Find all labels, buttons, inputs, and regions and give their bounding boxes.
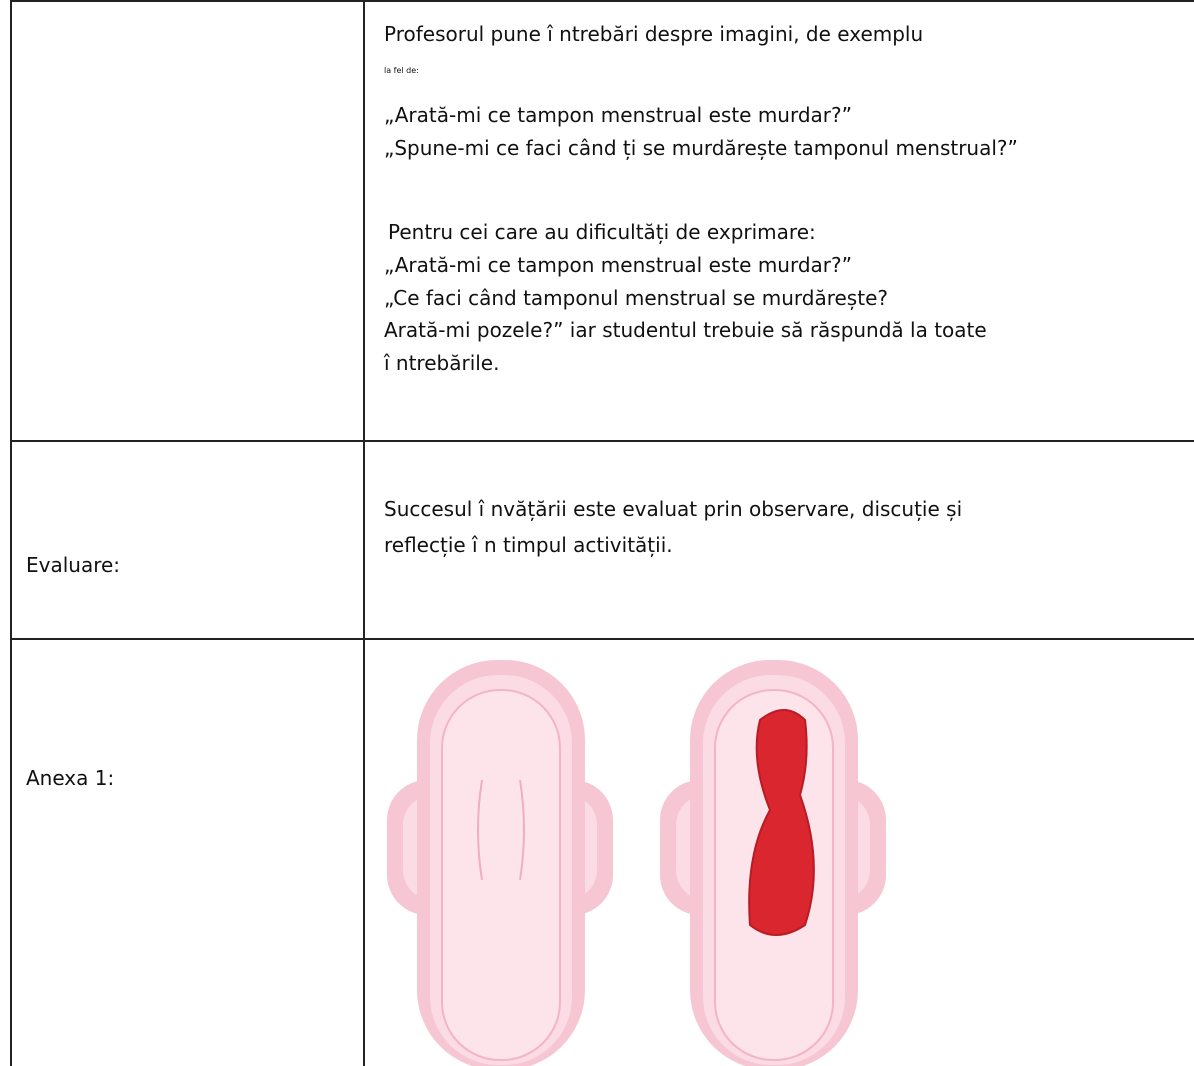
cell-text: Succesul î nvățării este evaluat prin ob… — [384, 497, 963, 521]
cell-text: Profesorul pune î ntrebări despre imagin… — [384, 22, 924, 46]
row-label: Evaluare: — [26, 553, 121, 577]
clean-pad — [387, 660, 613, 1066]
row-label: Anexa 1: — [26, 766, 115, 790]
note-text: la fel de: — [384, 66, 419, 75]
cell-text: Pentru cei care au dificultăți de exprim… — [388, 220, 816, 244]
table-border — [10, 0, 1194, 2]
cell-text: î ntrebările. — [384, 351, 500, 375]
table-border — [10, 0, 12, 1066]
stained-pad — [660, 660, 886, 1066]
cell-text: reflecție î n timpul activității. — [384, 533, 673, 557]
cell-text: „Arată-mi ce tampon menstrual este murda… — [384, 103, 853, 127]
sanitary-pads-image — [387, 660, 886, 1066]
table-border — [363, 0, 365, 1066]
table-border — [10, 440, 1194, 442]
table-border — [10, 638, 1194, 640]
cell-text: Arată-mi pozele?” iar studentul trebuie … — [384, 318, 987, 342]
cell-text: „Arată-mi ce tampon menstrual este murda… — [384, 253, 853, 277]
cell-text: „Ce faci când tamponul menstrual se murd… — [384, 286, 888, 310]
cell-text: „Spune-mi ce faci când ți se murdărește … — [384, 136, 1018, 160]
